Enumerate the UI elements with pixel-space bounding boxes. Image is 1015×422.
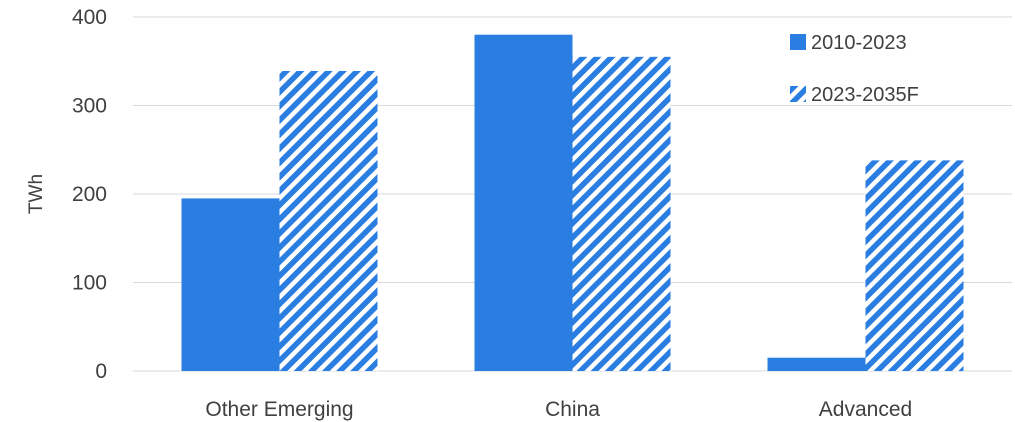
bar-hatched-2 — [865, 160, 964, 371]
legend-swatch — [790, 34, 806, 50]
x-axis-ticks: Other Emerging China Advanced — [205, 398, 912, 421]
x-tick-label: China — [545, 398, 600, 421]
x-tick-label: Advanced — [819, 398, 912, 421]
bar-hatched-1 — [572, 56, 671, 371]
legend-swatch — [790, 86, 806, 102]
bar-solid-0 — [181, 198, 280, 371]
legend-label: 2010-2023 — [811, 32, 907, 54]
y-axis-ticks: 0 100 200 300 400 — [72, 6, 107, 383]
bar-solid-1 — [474, 34, 573, 371]
x-tick-label: Other Emerging — [205, 398, 353, 421]
y-tick-label: 100 — [72, 272, 107, 295]
bar-hatched-0 — [279, 70, 378, 372]
y-tick-label: 200 — [72, 183, 107, 206]
y-tick-label: 0 — [95, 360, 107, 383]
y-tick-label: 400 — [72, 6, 107, 29]
y-tick-label: 300 — [72, 95, 107, 118]
bars — [181, 34, 964, 372]
legend: 2010-2023 2023-2035F — [790, 32, 919, 106]
y-axis-title: TWh — [26, 174, 47, 214]
legend-label: 2023-2035F — [811, 84, 919, 106]
bar-solid-2 — [767, 357, 866, 371]
